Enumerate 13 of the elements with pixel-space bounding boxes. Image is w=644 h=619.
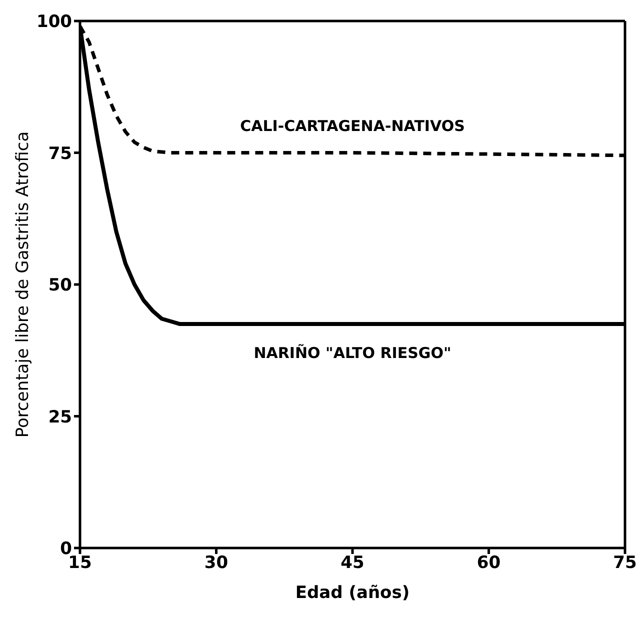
- y-tick-label: 75: [48, 144, 72, 164]
- series-label: CALI-CARTAGENA-NATIVOS: [240, 116, 465, 135]
- x-tick-label: 15: [68, 553, 92, 574]
- x-tick-label: 30: [204, 553, 228, 574]
- y-tick-label: 50: [48, 276, 72, 296]
- y-tick-label: 25: [48, 407, 72, 428]
- x-axis-title: Edad (años): [295, 583, 410, 603]
- y-axis-title: Porcentaje libre de Gastritis Atrofica: [13, 131, 34, 438]
- x-tick-label: 45: [340, 553, 364, 574]
- x-tick-label: 60: [476, 553, 501, 574]
- x-tick-label: 75: [613, 553, 637, 574]
- y-tick-label: 100: [36, 12, 72, 32]
- series-label: NARIÑO "ALTO RIESGO": [254, 344, 452, 362]
